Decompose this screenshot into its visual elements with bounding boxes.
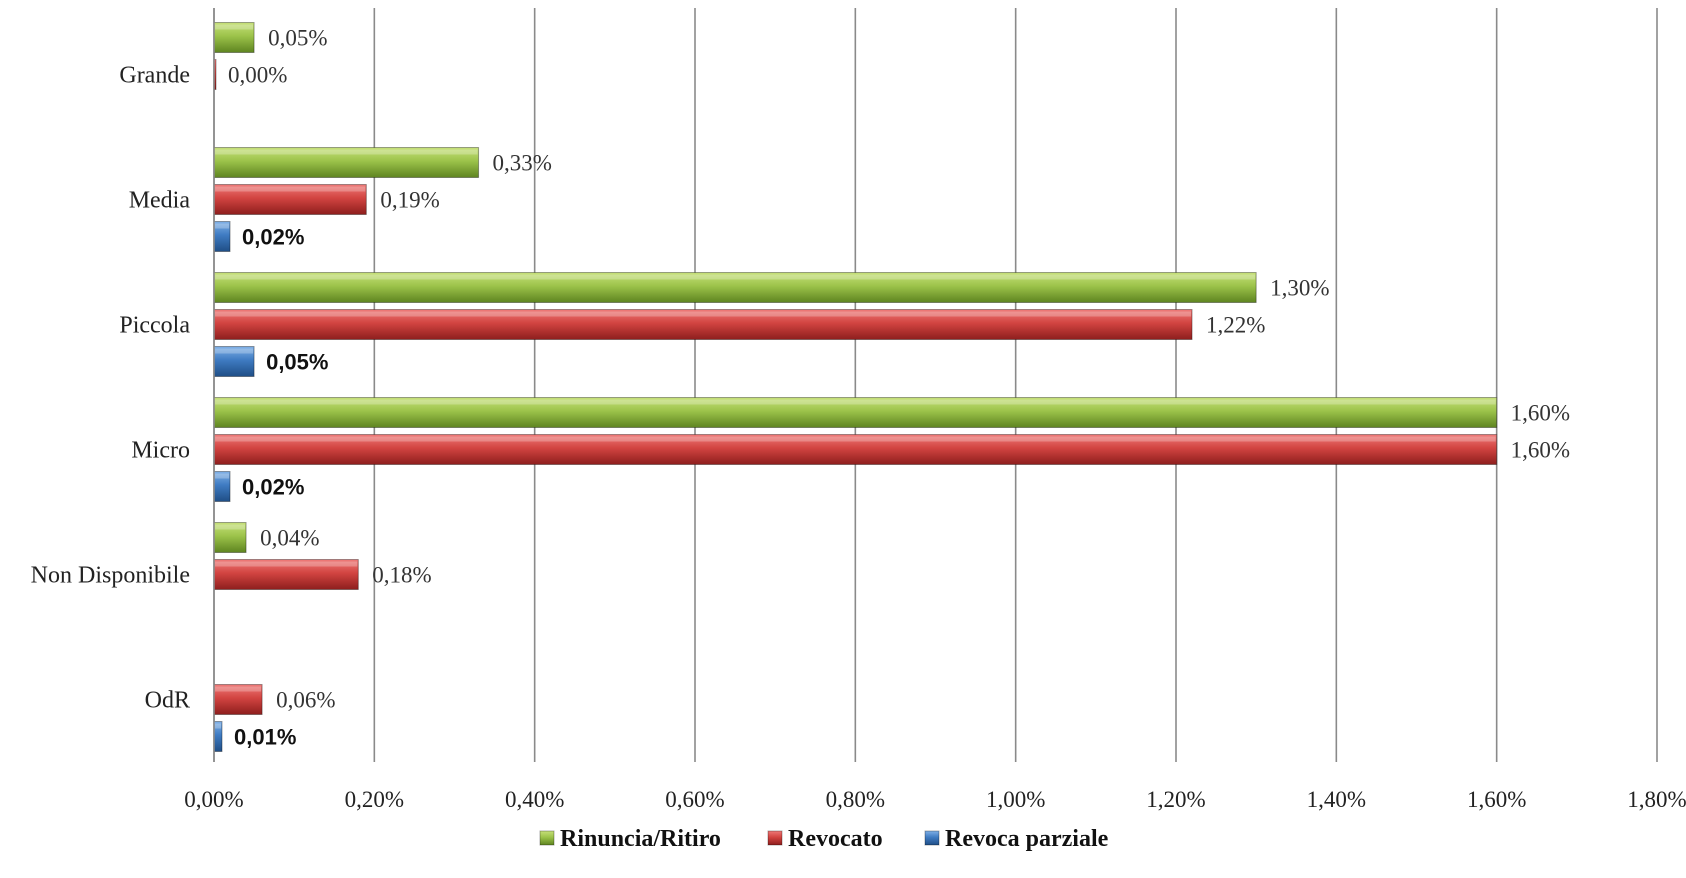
category-label: Non Disponibile (31, 563, 190, 589)
x-tick-label: 0,40% (505, 787, 564, 812)
value-labels: 0,05% 0,00% 0,33% 0,19% 0,02% 1,30%1,22% 0,05%… (228, 26, 1570, 750)
x-tick-label: 0,60% (665, 787, 724, 812)
category-label: OdR (145, 688, 190, 714)
value-label: 0,05% (268, 26, 327, 51)
bar-highlight (215, 524, 246, 530)
bar-highlight (215, 399, 1496, 405)
bar-highlight (215, 186, 366, 192)
bar-revocato-micro (213, 434, 1498, 465)
category-label: Grande (119, 63, 190, 89)
x-tick-label: 0,00% (184, 787, 243, 812)
bar-highlight (215, 149, 478, 155)
value-label: 0,33% (493, 151, 552, 176)
x-tick-label: 0,80% (826, 787, 885, 812)
value-label: 0,06% (276, 688, 335, 713)
bar-highlight (215, 686, 262, 692)
bars (213, 22, 1498, 752)
category-label: Piccola (119, 313, 190, 339)
value-label: 0,04% (260, 526, 319, 551)
legend-swatch-rinuncia-ritiro (539, 830, 555, 846)
value-label: 0,05% (266, 350, 328, 375)
legend-label-revocato: Revocato (788, 826, 883, 852)
legend-label-revoca-parziale: Revoca parziale (945, 826, 1109, 852)
x-tick-label: 1,60% (1467, 787, 1526, 812)
value-label: 0,01% (234, 725, 296, 750)
value-label: 1,22% (1206, 313, 1265, 338)
legend: Rinuncia/Ritiro Revocato Revoca parziale (539, 826, 1109, 852)
bar-highlight (215, 223, 230, 229)
bar-revoca-parziale-piccola (213, 346, 255, 377)
bar-revocato-media (213, 184, 367, 215)
legend-swatch-revocato (767, 830, 783, 846)
axes: 0,00% 0,20% 0,40% 0,60% 0,80% 1,00% 1,20% 1,40%… (31, 8, 1686, 812)
legend-swatch-revoca-parziale (924, 830, 940, 846)
x-tick-label: 1,00% (986, 787, 1045, 812)
value-label: 0,02% (242, 475, 304, 500)
bar-rinuncia-ritiro-grande (213, 22, 255, 53)
category-label: Micro (131, 438, 190, 464)
value-label: 0,18% (372, 563, 431, 588)
bar-highlight (215, 24, 254, 30)
bar-highlight (215, 274, 1256, 280)
value-label: 0,19% (380, 188, 439, 213)
bar-highlight (215, 436, 1496, 442)
value-label: 1,30% (1270, 276, 1329, 301)
bar-rinuncia-ritiro-non-disponibile (213, 522, 247, 553)
value-label: 1,60% (1511, 438, 1570, 463)
bar-highlight (215, 723, 222, 729)
category-label: Media (129, 188, 191, 214)
bar-rinuncia-ritiro-micro (213, 397, 1498, 428)
x-tick-label: 1,80% (1627, 787, 1686, 812)
bar-rinuncia-ritiro-media (213, 147, 480, 178)
bar-highlight (215, 348, 254, 354)
value-label: 0,00% (228, 63, 287, 88)
gridlines (213, 8, 1658, 762)
bar-revocato-piccola (213, 309, 1193, 340)
bar-highlight (215, 561, 358, 567)
bar-highlight (215, 311, 1192, 317)
bar-rinuncia-ritiro-piccola (213, 272, 1257, 303)
x-tick-label: 1,40% (1307, 787, 1366, 812)
bar-highlight (215, 473, 230, 479)
x-tick-label: 0,20% (345, 787, 404, 812)
x-tick-label: 1,20% (1146, 787, 1205, 812)
bar-revocato-non-disponibile (213, 559, 359, 590)
value-label: 1,60% (1511, 401, 1570, 426)
legend-label-rinuncia-ritiro: Rinuncia/Ritiro (560, 826, 721, 852)
value-label: 0,02% (242, 225, 304, 250)
